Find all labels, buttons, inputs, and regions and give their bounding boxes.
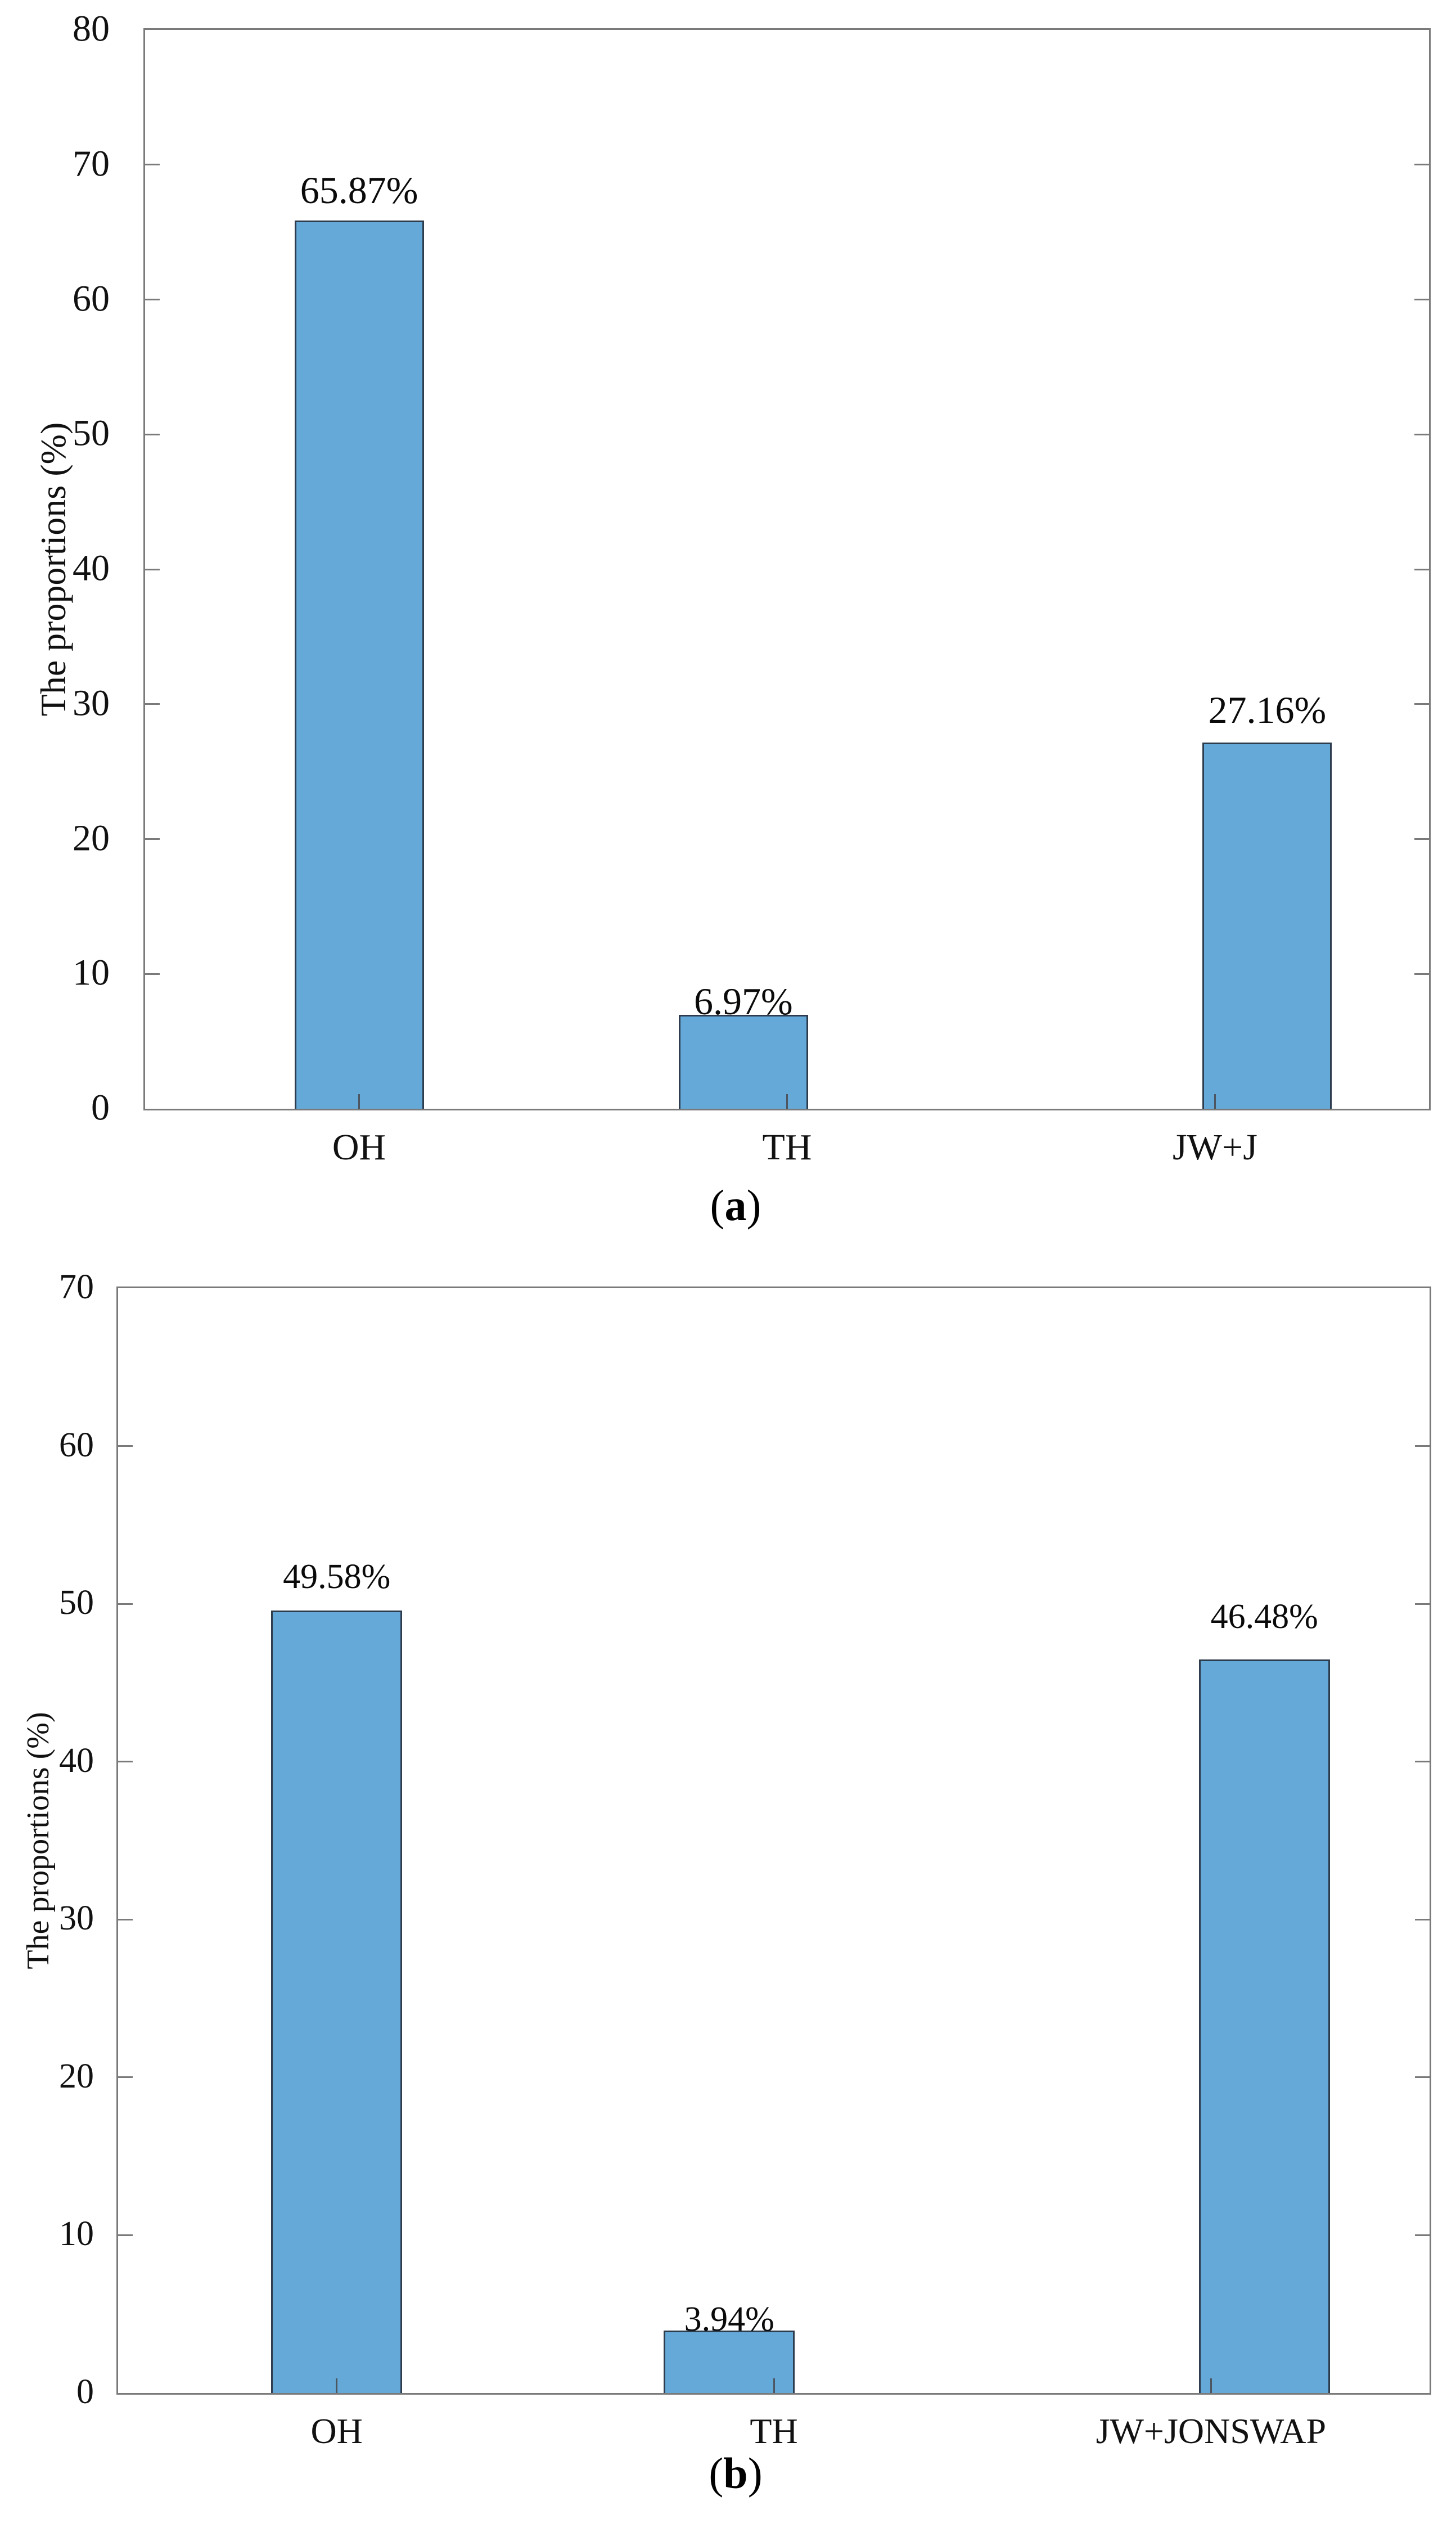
y-tick-mark-right bbox=[1414, 838, 1429, 840]
y-tick-mark-left bbox=[145, 433, 160, 435]
y-tick-mark-right bbox=[1414, 433, 1429, 435]
bar-value-label: 3.94% bbox=[684, 2300, 774, 2339]
y-tick-mark-left bbox=[118, 1445, 133, 1447]
y-tick-mark-right bbox=[1415, 2234, 1430, 2236]
y-tick-mark-right bbox=[1415, 1603, 1430, 1605]
y-tick-label: 40 bbox=[73, 547, 110, 589]
y-tick-mark-right bbox=[1414, 703, 1429, 705]
y-tick-label: 0 bbox=[76, 2373, 94, 2412]
x-category-label: JW+JONSWAP bbox=[1096, 2411, 1327, 2451]
y-tick-mark-right bbox=[1414, 164, 1429, 166]
x-tick-mark bbox=[1214, 1094, 1216, 1109]
bar-value-label: 65.87% bbox=[300, 168, 418, 212]
y-tick-mark-right bbox=[1414, 299, 1429, 300]
y-tick-label: 50 bbox=[59, 1584, 94, 1622]
caption-close-paren: ) bbox=[747, 2449, 763, 2498]
y-axis-title: The proportions (%) bbox=[33, 422, 73, 717]
panel-caption: (a) bbox=[710, 1180, 761, 1231]
y-tick-label: 0 bbox=[91, 1087, 110, 1128]
x-category-label: OH bbox=[332, 1127, 386, 1168]
bar-value-label: 6.97% bbox=[694, 979, 793, 1023]
caption-open-paren: ( bbox=[709, 2449, 724, 2498]
panel-caption: (b) bbox=[709, 2448, 762, 2499]
bar bbox=[1202, 742, 1332, 1109]
y-tick-mark-left bbox=[118, 1603, 133, 1605]
y-tick-label: 70 bbox=[59, 1268, 94, 1307]
x-category-label: TH bbox=[762, 1127, 812, 1168]
bar bbox=[664, 2331, 795, 2393]
x-tick-mark bbox=[1210, 2378, 1212, 2393]
y-axis-title: The proportions (%) bbox=[21, 1712, 56, 1969]
y-tick-mark-right bbox=[1415, 1761, 1430, 1763]
bar-value-label: 49.58% bbox=[283, 1557, 391, 1596]
bar-value-label: 46.48% bbox=[1210, 1597, 1318, 1636]
y-tick-label: 70 bbox=[73, 143, 110, 185]
y-tick-label: 50 bbox=[73, 412, 110, 454]
y-tick-mark-right bbox=[1415, 2076, 1430, 2079]
bar bbox=[678, 1014, 808, 1109]
y-tick-mark-left bbox=[145, 164, 160, 166]
y-tick-mark-left bbox=[118, 1761, 133, 1763]
y-tick-label: 10 bbox=[59, 2215, 94, 2253]
y-tick-label: 20 bbox=[59, 2057, 94, 2095]
caption-letter: b bbox=[723, 2449, 748, 2498]
y-tick-mark-left bbox=[118, 2076, 133, 2079]
x-category-label: OH bbox=[310, 2411, 363, 2451]
x-tick-mark bbox=[336, 2378, 338, 2393]
caption-close-paren: ) bbox=[746, 1181, 761, 1230]
y-tick-label: 20 bbox=[73, 817, 110, 858]
caption-open-paren: ( bbox=[710, 1181, 725, 1230]
y-tick-mark-left bbox=[118, 2234, 133, 2236]
x-tick-mark bbox=[786, 1094, 788, 1109]
y-tick-mark-left bbox=[145, 568, 160, 570]
y-tick-label: 30 bbox=[59, 1899, 94, 1938]
bar bbox=[271, 1610, 403, 2393]
y-tick-label: 80 bbox=[73, 8, 110, 50]
y-tick-mark-left bbox=[145, 973, 160, 975]
bar bbox=[1198, 1659, 1330, 2393]
plot-area: 0 10 20 30 40 50 60 70 OH 49.58% TH 3.94% JW+JONSWAP… bbox=[59, 1268, 1431, 2451]
x-category-label: TH bbox=[750, 2411, 798, 2451]
x-category-label: JW+J bbox=[1173, 1127, 1257, 1168]
y-tick-mark-left bbox=[118, 1918, 133, 1920]
bar-value-label: 27.16% bbox=[1208, 688, 1327, 731]
bar bbox=[294, 220, 424, 1109]
y-tick-label: 60 bbox=[59, 1425, 94, 1464]
caption-letter: a bbox=[724, 1181, 747, 1230]
y-tick-mark-left bbox=[145, 838, 160, 840]
y-tick-label: 30 bbox=[73, 682, 110, 724]
y-tick-mark-right bbox=[1415, 1918, 1430, 1920]
y-tick-label: 10 bbox=[73, 952, 110, 993]
plot-area: 0 10 20 30 40 50 60 70 80 OH 65.87% TH 6.97% JW+J 27.1… bbox=[73, 8, 1431, 1168]
y-tick-label: 60 bbox=[73, 277, 110, 319]
y-tick-mark-right bbox=[1414, 973, 1429, 975]
x-tick-mark bbox=[358, 1094, 360, 1109]
x-tick-mark bbox=[773, 2378, 775, 2393]
y-tick-label: 40 bbox=[59, 1741, 94, 1780]
y-tick-mark-right bbox=[1414, 568, 1429, 570]
y-tick-mark-left bbox=[145, 299, 160, 300]
y-tick-mark-left bbox=[145, 703, 160, 705]
y-tick-mark-right bbox=[1415, 1445, 1430, 1447]
